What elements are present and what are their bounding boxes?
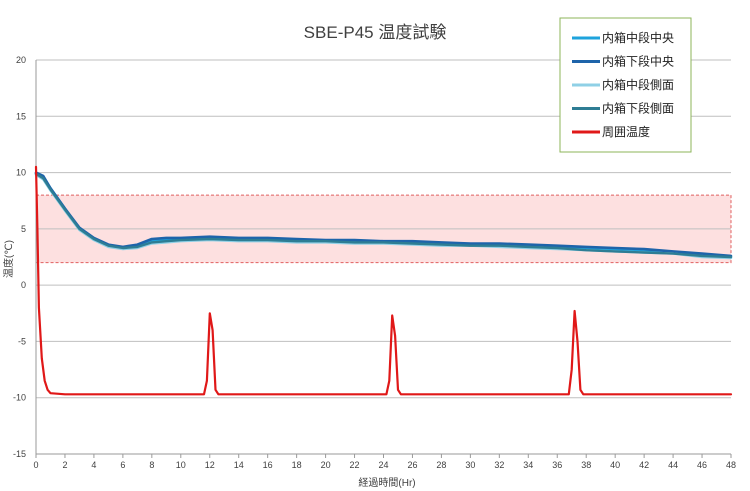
x-tick-label: 42	[639, 460, 649, 470]
y-tick-label: 5	[21, 224, 26, 234]
legend-entry-label: 内箱下段中央	[602, 54, 674, 69]
x-tick-label: 32	[494, 460, 504, 470]
series-line-5	[34, 165, 733, 396]
series-line-4	[34, 172, 733, 259]
x-tick-label: 26	[407, 460, 417, 470]
x-tick-label: 6	[120, 460, 125, 470]
x-tick-label: 46	[697, 460, 707, 470]
x-tick-label: 8	[149, 460, 154, 470]
gridlines	[36, 59, 731, 399]
x-tick-label: 14	[234, 460, 244, 470]
x-tick-label: 40	[610, 460, 620, 470]
x-tick-label: 36	[552, 460, 562, 470]
x-tick-label: 10	[176, 460, 186, 470]
x-tick-label: 12	[205, 460, 215, 470]
y-axis-label: 温度(℃)	[2, 240, 15, 278]
x-tick-label: 38	[581, 460, 591, 470]
series-lines	[34, 165, 733, 396]
x-tick-label: 48	[726, 460, 736, 470]
x-axis-label: 経過時間(Hr)	[358, 476, 415, 489]
y-tick-label: 15	[16, 111, 26, 121]
y-tick-label: -15	[13, 449, 26, 459]
legend-entry-label: 周囲温度	[602, 124, 650, 139]
chart-title: SBE-P45 温度試験	[304, 23, 447, 42]
y-tick-label: -5	[18, 336, 26, 346]
x-tick-label: 24	[378, 460, 388, 470]
y-tick-label: 0	[21, 280, 26, 290]
legend-entry-label: 内箱中段中央	[602, 30, 674, 45]
x-tick-label: 4	[91, 460, 96, 470]
x-tick-label: 30	[465, 460, 475, 470]
x-tick-label: 18	[292, 460, 302, 470]
y-tick-label: -10	[13, 393, 26, 403]
x-tick-label: 16	[263, 460, 273, 470]
y-tick-label: 10	[16, 168, 26, 178]
legend-entry-label: 内箱中段側面	[602, 77, 674, 92]
x-tick-label: 34	[523, 460, 533, 470]
x-tick-label: 20	[321, 460, 331, 470]
x-tick-label: 44	[668, 460, 678, 470]
legend-entry-label: 内箱下段側面	[602, 101, 674, 116]
x-tick-label: 28	[436, 460, 446, 470]
y-tick-label: 20	[16, 55, 26, 65]
x-tick-label: 22	[350, 460, 360, 470]
x-tick-label: 0	[33, 460, 38, 470]
x-tick-label: 2	[62, 460, 67, 470]
